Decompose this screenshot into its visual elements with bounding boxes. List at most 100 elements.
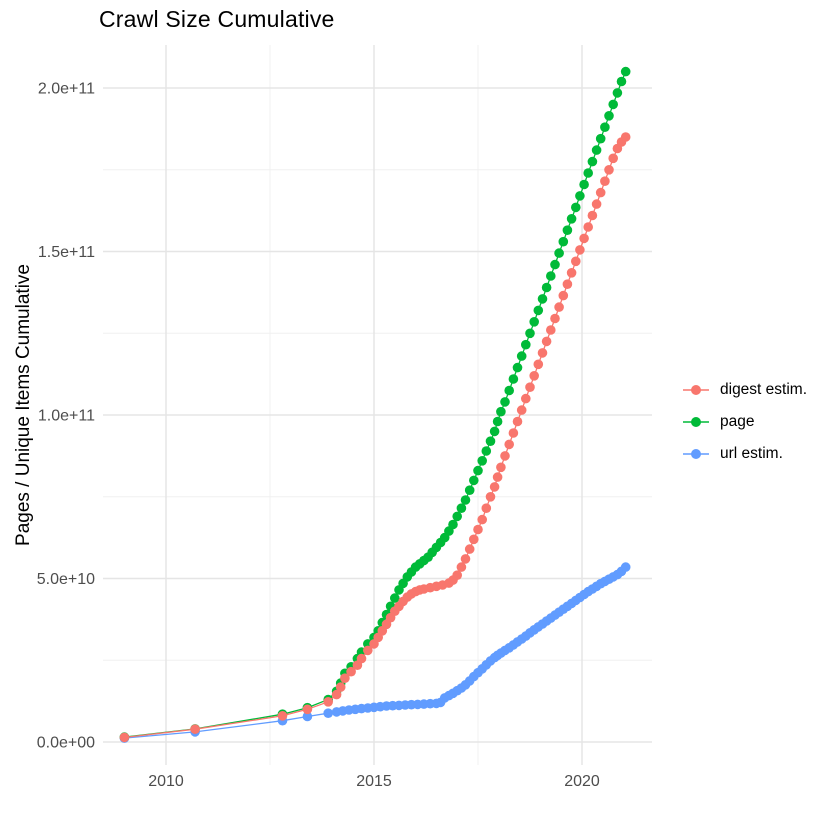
y-tick-label: 2.0e+11 [38,81,95,98]
y-tick-label: 1.5e+11 [38,244,95,261]
data-point [190,724,200,734]
data-point [600,122,610,132]
data-point [521,393,531,404]
data-point [516,405,527,415]
data-point [575,191,585,201]
data-point [558,290,569,301]
chart-title: Crawl Size Cumulative [99,6,335,32]
data-point [566,214,577,224]
data-point [562,279,573,290]
legend-item-label: page [720,413,755,430]
data-point [456,503,467,513]
data-point [335,682,346,692]
series-digest-estim [119,132,631,743]
data-point [612,88,623,98]
data-point [550,259,560,270]
data-point [604,111,614,121]
data-point [554,302,564,312]
data-point [481,503,492,513]
legend-key-point [691,385,701,395]
data-point [521,339,531,350]
data-point [473,524,483,535]
data-point [554,248,564,258]
data-point [591,199,602,209]
y-tick-label: 1.0e+11 [38,408,95,425]
legend-item-digest-estim: digest estim. [681,379,807,401]
data-point [525,382,535,393]
data-point [566,268,577,278]
data-point [600,176,610,186]
data-point [448,519,458,530]
data-point [477,514,488,525]
data-point [620,562,631,572]
data-point [537,294,548,304]
data-point [460,554,471,564]
y-tick-label: 5.0e+10 [37,571,95,588]
data-point [323,697,334,707]
legend-key-icon [683,449,709,459]
data-point [546,325,556,335]
legend-item-label: digest estim. [720,381,808,398]
data-point [473,465,483,476]
data-point [346,666,356,677]
data-point [331,689,342,700]
data-point [529,317,539,327]
data-point [575,245,585,255]
data-point [579,179,589,190]
legend: digest estim. page url estim. [681,379,807,465]
data-point [492,472,503,482]
data-point [277,711,288,721]
series-line-url-estim [124,566,627,739]
data-point [340,673,350,683]
legend-key-point [691,449,701,459]
legend-key-icon [683,417,709,427]
data-point [489,426,500,437]
data-point [562,225,573,235]
legend-key-point [691,417,701,427]
data-point [595,187,606,198]
legend-item-page: page [681,411,807,433]
data-point [591,145,602,155]
data-point [541,282,552,293]
data-point [608,99,618,110]
data-point [537,348,548,358]
data-point [452,511,463,522]
data-point [464,544,475,554]
data-point [587,210,598,221]
data-point [485,436,496,447]
data-point [489,482,500,492]
data-point [516,351,527,361]
legend-item-url-estim: url estim. [681,443,807,465]
data-point [583,222,593,232]
data-point [452,570,463,580]
data-point [525,328,535,339]
x-tick-label: 2015 [356,773,392,790]
data-point [456,562,467,572]
data-point [558,236,569,247]
data-point [485,492,496,502]
data-point [469,534,479,545]
data-point [504,385,514,396]
y-tick-label: 0.0e+00 [37,735,95,752]
data-point [550,313,560,324]
data-point [604,165,614,175]
data-point [119,732,130,743]
data-point [464,485,475,496]
series-url-estim [119,562,631,743]
data-point [608,153,618,164]
data-point [363,645,373,656]
data-point [595,133,606,144]
legend-key-icon [683,385,709,395]
legend-item-label: url estim. [720,445,783,462]
data-point [620,66,631,77]
data-point [500,397,510,407]
data-point [512,416,523,427]
x-tick-label: 2010 [148,773,184,790]
data-point [616,76,627,87]
data-point [390,593,400,603]
data-point [583,168,593,178]
data-point [571,256,581,267]
data-point [571,202,581,213]
